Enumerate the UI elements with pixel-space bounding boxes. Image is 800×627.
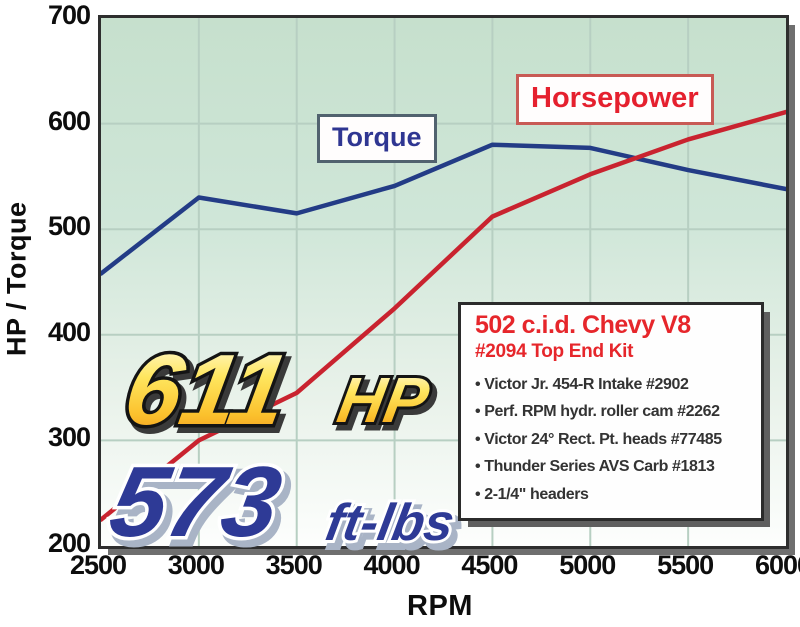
x-tick-label: 5500: [657, 550, 714, 580]
x-tick-label: 5000: [559, 550, 616, 580]
spec-bullet-list: Victor Jr. 454-R Intake #2902Perf. RPM h…: [475, 371, 751, 509]
y-axis-title: HP / Torque: [1, 201, 32, 357]
spec-bullet-item: Victor Jr. 454-R Intake #2902: [475, 371, 751, 399]
y-tick-label: 300: [47, 422, 91, 453]
torque-line: [101, 142, 786, 276]
y-tick-label: 400: [47, 316, 91, 347]
spec-title: 502 c.i.d. Chevy V8: [475, 311, 691, 339]
horsepower-legend: Horsepower: [516, 74, 714, 125]
y-tick-label: 600: [47, 105, 91, 136]
x-tick-label: 3000: [167, 550, 225, 580]
x-tick-label: 3500: [265, 550, 323, 580]
horsepower-line: [101, 109, 786, 522]
x-tick-label: 4000: [363, 550, 421, 580]
x-tick-label: 6000: [754, 550, 800, 580]
torque-legend-label: Torque: [332, 122, 422, 152]
y-tick-label: 500: [47, 211, 91, 242]
horsepower-legend-label: Horsepower: [531, 82, 699, 114]
y-tick-label: 700: [47, 0, 91, 30]
x-axis-title: RPM: [407, 590, 473, 622]
spec-box: 502 c.i.d. Chevy V8 #2094 Top End Kit Vi…: [458, 302, 764, 522]
x-tick-label: 2500: [69, 550, 127, 580]
spec-bullet-item: Perf. RPM hydr. roller cam #2262: [475, 398, 751, 426]
spec-bullet-item: 2-1/4" headers: [475, 481, 751, 509]
x-tick-label: 4500: [461, 550, 518, 580]
spec-bullet-item: Victor 24° Rect. Pt. heads #77485: [475, 426, 751, 454]
y-tick-label: 200: [47, 528, 91, 558]
spec-bullet-item: Thunder Series AVS Carb #1813: [475, 453, 751, 481]
torque-legend: Torque: [317, 114, 437, 163]
spec-subtitle: #2094 Top End Kit: [475, 340, 634, 362]
